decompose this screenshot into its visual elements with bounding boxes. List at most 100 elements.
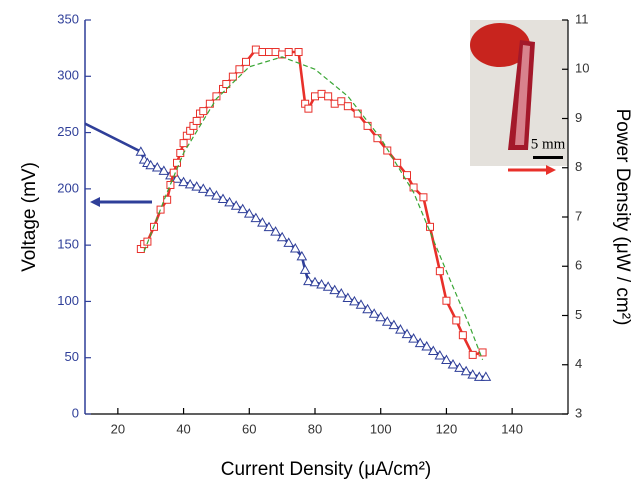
triangle-marker (158, 165, 170, 175)
y-tick-label: 250 (57, 124, 79, 139)
triangle-marker (473, 371, 485, 381)
y2-tick-label: 5 (575, 307, 582, 322)
square-marker (192, 116, 201, 125)
x-axis-label: Current Density (μA/cm²) (221, 459, 431, 480)
triangle-marker (480, 371, 492, 381)
triangle-marker (289, 243, 301, 253)
triangle-marker (460, 365, 472, 376)
triangle-marker (322, 281, 334, 291)
triangle-marker (381, 316, 393, 326)
x-tick-label: 120 (436, 421, 458, 436)
square-marker (419, 193, 428, 202)
triangle-marker (178, 176, 189, 187)
triangle-marker (184, 178, 196, 189)
triangle-marker (145, 159, 157, 170)
x-tick-label: 60 (242, 421, 256, 436)
inset-photo (470, 20, 568, 166)
y-tick-label: 300 (57, 68, 79, 83)
scale-label: 5 mm (531, 136, 566, 152)
triangle-marker (299, 264, 311, 274)
square-marker (458, 331, 467, 340)
triangle-marker (362, 303, 373, 314)
triangle-marker (329, 284, 341, 295)
x-tick-label: 80 (308, 421, 322, 436)
triangle-marker (217, 193, 229, 203)
y-tick-label: 200 (57, 180, 79, 195)
square-marker (343, 102, 352, 111)
square-marker (393, 158, 402, 167)
triangle-marker (197, 183, 209, 193)
triangle-marker (316, 279, 327, 289)
arrows (90, 165, 556, 207)
triangle-marker (204, 186, 216, 197)
y-tick-label: 100 (57, 293, 79, 308)
triangle-marker (276, 231, 288, 242)
y2-tick-label: 11 (575, 11, 589, 26)
fit-curve (143, 56, 484, 361)
y-tick-label: 150 (57, 237, 79, 252)
triangle-marker (408, 333, 419, 343)
square-marker (304, 104, 313, 113)
triangle-marker (211, 190, 222, 200)
square-marker (409, 183, 418, 192)
square-marker (311, 92, 319, 101)
square-marker (426, 222, 434, 231)
square-marker (452, 316, 461, 325)
scale-bar (533, 156, 563, 159)
square-marker (373, 134, 382, 143)
square-marker (383, 146, 392, 155)
triangle-marker (303, 275, 314, 286)
square-marker (199, 107, 208, 116)
square-marker (363, 121, 372, 130)
triangle-marker (191, 181, 203, 191)
triangle-marker (230, 200, 242, 210)
triangle-marker (296, 250, 308, 261)
square-marker (166, 180, 175, 189)
y2-tick-label: 6 (575, 258, 582, 273)
square-marker (317, 89, 326, 98)
triangle-marker (441, 354, 452, 364)
triangle-marker (388, 319, 400, 330)
square-marker (442, 296, 451, 305)
square-marker (235, 65, 244, 74)
triangle-marker (395, 324, 406, 334)
y-axis-label: Voltage (mV) (19, 162, 40, 272)
square-marker (265, 48, 273, 57)
square-marker (435, 267, 444, 276)
triangle-marker (375, 311, 387, 322)
triangle-marker (447, 358, 459, 369)
triangle-marker (401, 328, 413, 339)
left-arrow-head (90, 197, 100, 207)
triangle-marker (309, 276, 321, 287)
square-marker (176, 148, 185, 157)
square-marker (258, 48, 267, 57)
square-marker (222, 80, 231, 89)
square-marker (156, 205, 165, 214)
y2-tick-label: 9 (575, 110, 582, 125)
y-tick-label: 50 (65, 349, 79, 364)
triangle-marker (335, 288, 347, 298)
square-marker (337, 97, 346, 106)
triangle-marker (355, 299, 367, 309)
square-marker (294, 48, 303, 57)
square-marker (403, 171, 411, 180)
y2-tick-label: 3 (575, 405, 582, 420)
y-tick-label: 350 (57, 11, 79, 26)
triangle-marker (243, 208, 255, 218)
triangle-marker (224, 196, 235, 207)
square-marker (330, 99, 339, 108)
triangle-marker (349, 295, 360, 306)
triangle-marker (151, 161, 163, 172)
triangle-marker (171, 173, 183, 183)
triangle-marker (454, 362, 465, 372)
square-marker (271, 48, 280, 57)
triangle-marker (257, 217, 268, 227)
triangle-marker (237, 203, 249, 214)
triangle-marker (467, 369, 479, 379)
triangle-marker (421, 340, 433, 351)
triangle-marker (368, 308, 380, 318)
x-tick-label: 140 (501, 421, 523, 436)
square-marker (324, 92, 333, 101)
triangle-marker (263, 221, 275, 232)
